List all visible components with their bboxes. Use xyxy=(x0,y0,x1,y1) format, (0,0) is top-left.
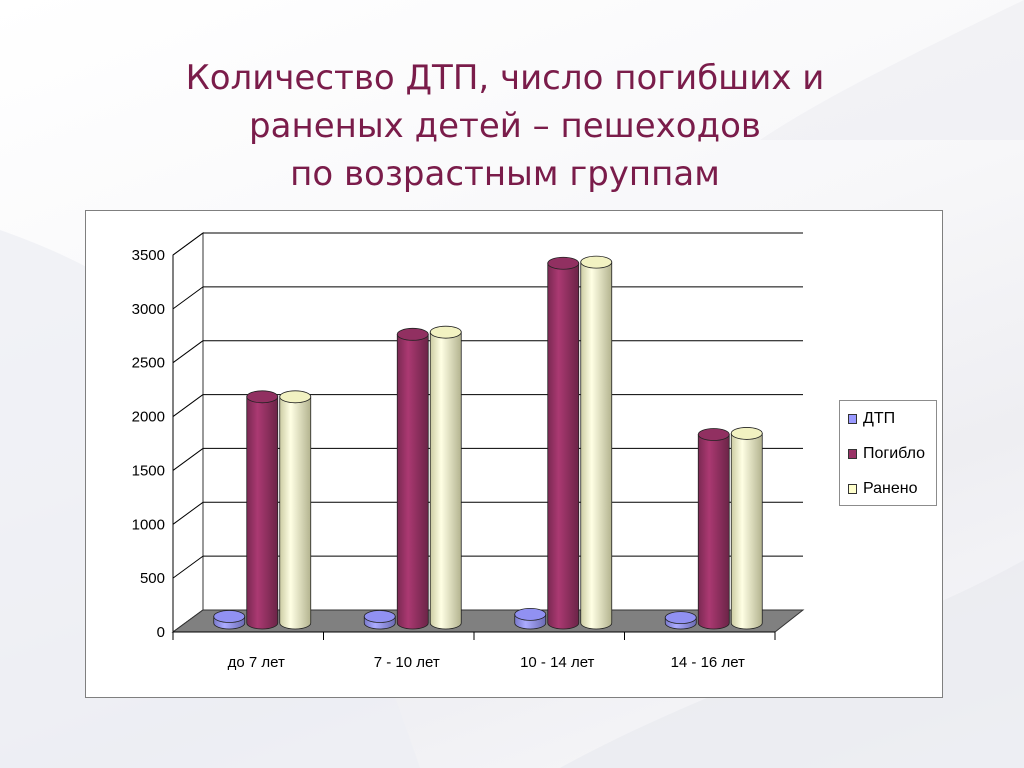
bar-top xyxy=(363,610,396,623)
bar-body xyxy=(580,261,613,630)
bar-body xyxy=(279,396,312,630)
bar-top xyxy=(580,255,613,269)
bar-body xyxy=(730,433,763,630)
slide-title-line-2: раненых детей – пешеходов xyxy=(249,106,761,146)
bar-top xyxy=(697,428,730,441)
y-tick-label: 2000 xyxy=(132,409,165,426)
x-tick-label: 7 - 10 лет xyxy=(374,654,440,671)
bar xyxy=(697,428,730,630)
bar-top xyxy=(547,256,580,270)
bar-top xyxy=(246,390,279,404)
y-tick-label: 1000 xyxy=(132,516,165,533)
bar-top xyxy=(664,611,697,625)
x-tick-label: 10 - 14 лет xyxy=(520,654,594,671)
bar xyxy=(580,255,613,630)
slide-title-line-1: Количество ДТП, число погибших и xyxy=(185,58,825,98)
bar xyxy=(664,611,697,630)
y-tick-label: 500 xyxy=(140,570,165,587)
gridline-diag xyxy=(172,340,204,364)
legend-item-raneno: Ранено xyxy=(848,479,918,499)
bar xyxy=(396,327,429,630)
y-tick-label: 0 xyxy=(157,624,165,641)
x-tick-label: до 7 лет xyxy=(228,654,285,671)
chart-legend: ДТП Погибло Ранено xyxy=(839,400,937,506)
legend-label-dtp: ДТП xyxy=(863,410,896,427)
bar xyxy=(246,390,279,630)
bar xyxy=(429,325,462,630)
slide-title: Количество ДТП, число погибших и раненых… xyxy=(0,54,1010,198)
bar-body xyxy=(429,331,462,630)
bar-body xyxy=(396,333,429,630)
bar xyxy=(213,610,246,630)
x-tick-label: 14 - 16 лет xyxy=(671,654,745,671)
slide-title-line-3: по возрастным группам xyxy=(290,154,720,194)
gridline-diag xyxy=(172,448,204,471)
legend-label-raneno: Ранено xyxy=(863,480,918,497)
bar-top xyxy=(213,610,246,623)
bar-top xyxy=(279,390,312,404)
y-tick-label: 3500 xyxy=(132,247,165,264)
bar-body xyxy=(246,396,279,630)
legend-swatch-pogiblo xyxy=(848,449,857,459)
gridline-diag xyxy=(172,394,204,417)
bar-body xyxy=(547,262,580,630)
gridline-diag xyxy=(172,555,204,579)
gridline-diag xyxy=(172,501,204,525)
bar-top xyxy=(396,327,429,341)
bar xyxy=(547,256,580,630)
side-wall xyxy=(172,232,204,633)
bar-top xyxy=(730,427,763,440)
y-tick-label: 2500 xyxy=(132,355,165,372)
legend-item-pogiblo: Погибло xyxy=(848,444,925,464)
y-tick-label: 1500 xyxy=(132,462,165,479)
legend-swatch-dtp xyxy=(848,414,857,424)
bar-top xyxy=(429,325,462,339)
x-axis-ticks: до 7 лет 7 - 10 лет 10 - 14 лет 14 - 16 лет xyxy=(172,631,776,671)
legend-item-dtp: ДТП xyxy=(848,409,895,429)
bar xyxy=(730,427,763,630)
bar-chart: 0 500 1000 1500 2000 2500 3000 3500 до 7 лет 7 -… xyxy=(132,232,805,671)
bars xyxy=(213,255,763,630)
legend-label-pogiblo: Погибло xyxy=(863,445,926,462)
gridline-diag xyxy=(172,232,204,256)
bar xyxy=(514,607,547,630)
y-tick-label: 3000 xyxy=(132,301,165,318)
legend-swatch-raneno xyxy=(848,484,857,494)
plot-walls xyxy=(172,232,204,633)
bar-top xyxy=(514,607,547,621)
bar xyxy=(363,610,396,630)
gridline-diag xyxy=(172,286,204,310)
y-axis-ticks: 0 500 1000 1500 2000 2500 3000 3500 xyxy=(132,247,174,641)
bar-body xyxy=(697,434,730,630)
bar xyxy=(279,390,312,630)
